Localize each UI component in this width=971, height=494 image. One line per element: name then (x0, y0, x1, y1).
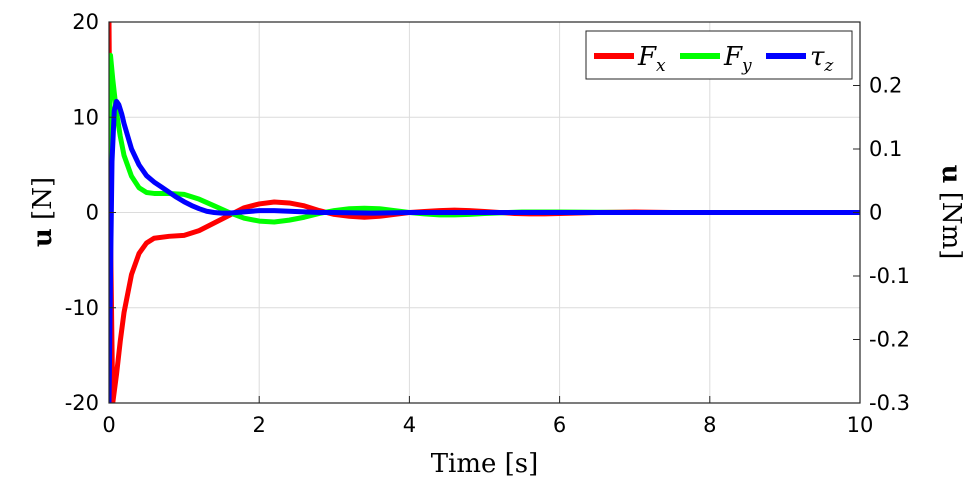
x-axis-label: Time [s] (431, 449, 539, 479)
legend-label-tau: τz (810, 42, 834, 76)
y-tick-label-right: -0.3 (869, 391, 910, 415)
y-axis-label-right-rest: [Nm] (936, 183, 966, 259)
y-tick-label-left: -20 (65, 391, 99, 415)
legend-label-fy: Fy (723, 42, 752, 76)
y-tick-label-left: 10 (72, 105, 99, 129)
svg-text:u [N]: u [N] (28, 177, 58, 247)
y-tick-label-right: -0.1 (869, 264, 910, 288)
y-tick-label-left: 20 (72, 10, 99, 34)
x-tick-label: 0 (102, 413, 115, 437)
series-layer (109, 22, 860, 403)
y-tick-label-right: 0.1 (869, 137, 902, 161)
legend: Fx Fy τz (585, 30, 853, 80)
ticks: 0 2 4 6 8 10 -20 -10 0 10 20 -0.3 -0.2 -0.1 0 0.1 0.2 (65, 10, 910, 437)
svg-text:u [Nm]: u [Nm] (936, 165, 966, 260)
y-axis-label-right: u [Nm] (936, 165, 966, 260)
y-tick-label-left: 0 (86, 201, 99, 225)
y-axis-label-left-bold: u (28, 228, 58, 247)
y-axis-label-left-rest: [N] (28, 177, 58, 228)
x-tick-label: 8 (703, 413, 716, 437)
y-axis-label-right-bold: u (936, 165, 966, 184)
legend-label-fx: Fx (637, 42, 666, 76)
y-tick-label-left: -10 (65, 296, 99, 320)
y-axis-label-left: u [N] (28, 177, 58, 247)
x-tick-label: 6 (553, 413, 566, 437)
x-tick-label: 2 (253, 413, 266, 437)
y-tick-label-right: 0 (869, 201, 882, 225)
x-tick-label: 10 (847, 413, 874, 437)
y-tick-label-right: 0.2 (869, 74, 902, 98)
series-line-tau-z (109, 98, 860, 403)
x-tick-label: 4 (403, 413, 416, 437)
y-tick-label-right: -0.2 (869, 328, 910, 352)
